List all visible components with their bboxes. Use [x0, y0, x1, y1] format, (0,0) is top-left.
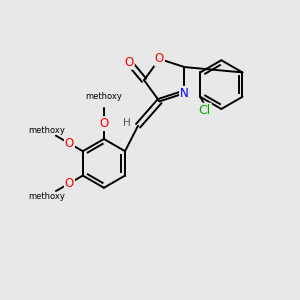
- Text: O: O: [99, 117, 109, 130]
- Text: methoxy: methoxy: [28, 192, 65, 201]
- Text: O: O: [65, 177, 74, 190]
- Text: O: O: [124, 56, 134, 69]
- Text: methoxy: methoxy: [43, 129, 49, 130]
- Text: O: O: [155, 52, 164, 65]
- Text: methoxy: methoxy: [43, 196, 49, 197]
- Text: methoxy: methoxy: [101, 98, 107, 100]
- Text: methoxy: methoxy: [101, 96, 107, 97]
- Text: O: O: [65, 137, 74, 150]
- Text: Cl: Cl: [199, 104, 211, 117]
- Text: methoxy: methoxy: [85, 92, 122, 101]
- Text: methoxy: methoxy: [28, 126, 65, 135]
- Text: N: N: [180, 87, 189, 100]
- Text: H: H: [123, 118, 130, 128]
